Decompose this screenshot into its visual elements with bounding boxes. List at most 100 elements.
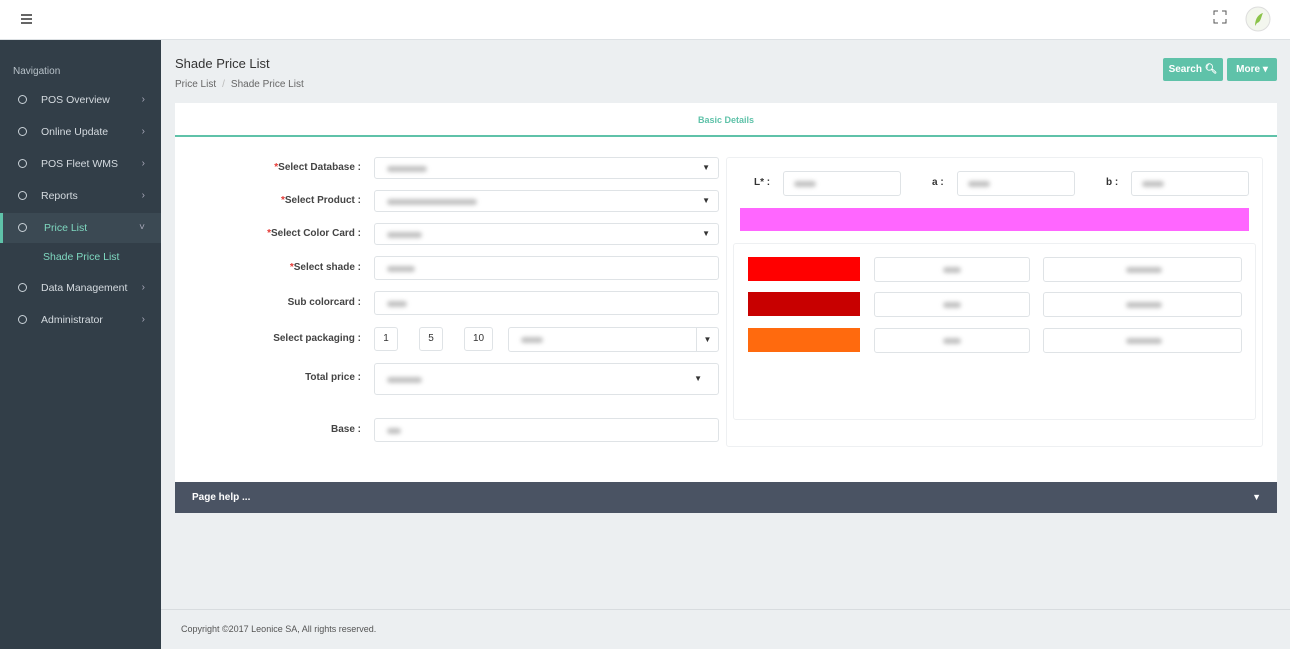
required-mark: * — [274, 162, 279, 173]
swatch-value — [874, 257, 1030, 282]
packaging-input[interactable]: 5 — [419, 327, 443, 351]
nav-icon — [18, 159, 27, 168]
required-mark: * — [289, 262, 294, 273]
dropdown-caret: ▼ — [702, 229, 710, 238]
blurred-value — [943, 267, 961, 273]
page-title: Shade Price List — [175, 56, 270, 71]
field-label: Base : — [181, 424, 361, 435]
label-text: Select packaging : — [273, 333, 361, 344]
required-mark: * — [280, 195, 285, 206]
packaging-input[interactable]: 1 — [374, 327, 398, 351]
dropdown-caret: ▼ — [702, 196, 710, 205]
chevron: › — [141, 314, 145, 325]
nav-item[interactable]: Price List ˅ — [0, 213, 161, 243]
input[interactable] — [374, 418, 719, 442]
swatch-value — [1043, 292, 1242, 317]
chevron: › — [141, 158, 145, 169]
field-label: *Select shade : — [181, 262, 361, 273]
blurred-value — [1126, 338, 1162, 344]
lab-label: a : — [932, 177, 944, 188]
lab-input[interactable] — [957, 171, 1075, 196]
lab-input[interactable] — [783, 171, 901, 196]
breadcrumb-link[interactable]: Price List — [175, 79, 217, 90]
breadcrumb: Price List / Shade Price List — [175, 79, 304, 90]
dropdown-caret: ▼ — [696, 328, 718, 351]
label-text: Select shade : — [293, 262, 361, 273]
nav-label: Administrator — [41, 314, 103, 326]
field-label: *Select Database : — [181, 162, 361, 173]
nav-item[interactable]: Data Management › — [0, 273, 161, 303]
nav-subitem[interactable]: Shade Price List — [43, 251, 120, 263]
nav-icon — [18, 283, 27, 292]
nav-heading: Navigation — [13, 66, 61, 77]
blurred-value — [387, 428, 401, 434]
color-swatch — [748, 257, 860, 281]
footer: Copyright ©2017 Leonice SA, All rights r… — [161, 609, 1290, 649]
nav-label: Online Update — [41, 126, 109, 138]
blurred-value — [794, 181, 816, 187]
field-label: Select packaging : — [181, 333, 361, 344]
packaging-select[interactable]: ▼ — [508, 327, 719, 352]
avatar[interactable] — [1245, 6, 1271, 32]
input[interactable] — [374, 291, 719, 315]
blurred-value — [387, 166, 427, 172]
chevron: › — [141, 190, 145, 201]
required-mark: * — [267, 228, 271, 239]
input[interactable] — [374, 256, 719, 280]
swatch-value — [874, 328, 1030, 353]
select[interactable]: ▼ — [374, 223, 719, 245]
dropdown-caret: ▼ — [694, 374, 702, 383]
color-swatch — [748, 292, 860, 316]
label-text: Select Product : — [284, 195, 361, 206]
more-button[interactable]: More ▾ — [1227, 58, 1277, 81]
chevron: › — [141, 282, 145, 293]
swatch-value — [1043, 328, 1242, 353]
nav-item[interactable]: Online Update › — [0, 117, 161, 147]
blurred-value — [1142, 181, 1164, 187]
label-text: Select Database : — [278, 162, 361, 173]
tab[interactable]: Basic Details — [175, 103, 1277, 137]
nav-icon — [18, 223, 27, 232]
select[interactable]: ▼ — [374, 157, 719, 179]
swatch-value — [874, 292, 1030, 317]
fullscreen-icon[interactable] — [1213, 10, 1227, 24]
blurred-value — [521, 337, 543, 343]
chevron: › — [141, 126, 145, 137]
blurred-value — [387, 301, 407, 307]
blurred-value — [387, 199, 477, 205]
nav-label: Data Management — [41, 282, 128, 294]
lab-input[interactable] — [1131, 171, 1249, 196]
search-button[interactable]: Search 🔍︎ — [1163, 58, 1223, 81]
color-preview — [740, 208, 1249, 231]
nav-item[interactable]: Administrator › — [0, 305, 161, 335]
breadcrumb-current: Shade Price List — [230, 79, 304, 90]
label-text: Total price : — [305, 372, 361, 383]
top-bar — [0, 0, 1290, 40]
dropdown-caret: ▼ — [702, 163, 710, 172]
nav-label: POS Overview — [41, 94, 110, 106]
label-text: Sub colorcard : — [287, 297, 361, 308]
nav-label: Reports — [41, 190, 78, 202]
field-label: *Select Color Card : — [181, 228, 361, 239]
blurred-value — [387, 266, 415, 272]
select[interactable]: ▼ — [374, 363, 719, 395]
form-card: Basic Details *Select Database : ▼ *Select… — [175, 103, 1277, 482]
button-text: More — [1236, 64, 1261, 75]
page-help-bar[interactable]: Page help ... ▼ — [175, 482, 1277, 513]
blurred-value — [387, 377, 422, 383]
packaging-input[interactable]: 10 — [464, 327, 493, 351]
nav-item[interactable]: POS Overview › — [0, 85, 161, 115]
button-text: Search — [1168, 64, 1202, 75]
chevron: ˅ — [139, 222, 145, 233]
nav-icon — [18, 127, 27, 136]
chevron: › — [141, 94, 145, 105]
nav-item[interactable]: POS Fleet WMS › — [0, 149, 161, 179]
lab-label: L* : — [754, 177, 771, 188]
menu-icon[interactable] — [20, 13, 34, 25]
field-label: Sub colorcard : — [181, 297, 361, 308]
nav-label: POS Fleet WMS — [41, 158, 119, 170]
select[interactable]: ▼ — [374, 190, 719, 212]
nav-item[interactable]: Reports › — [0, 181, 161, 211]
